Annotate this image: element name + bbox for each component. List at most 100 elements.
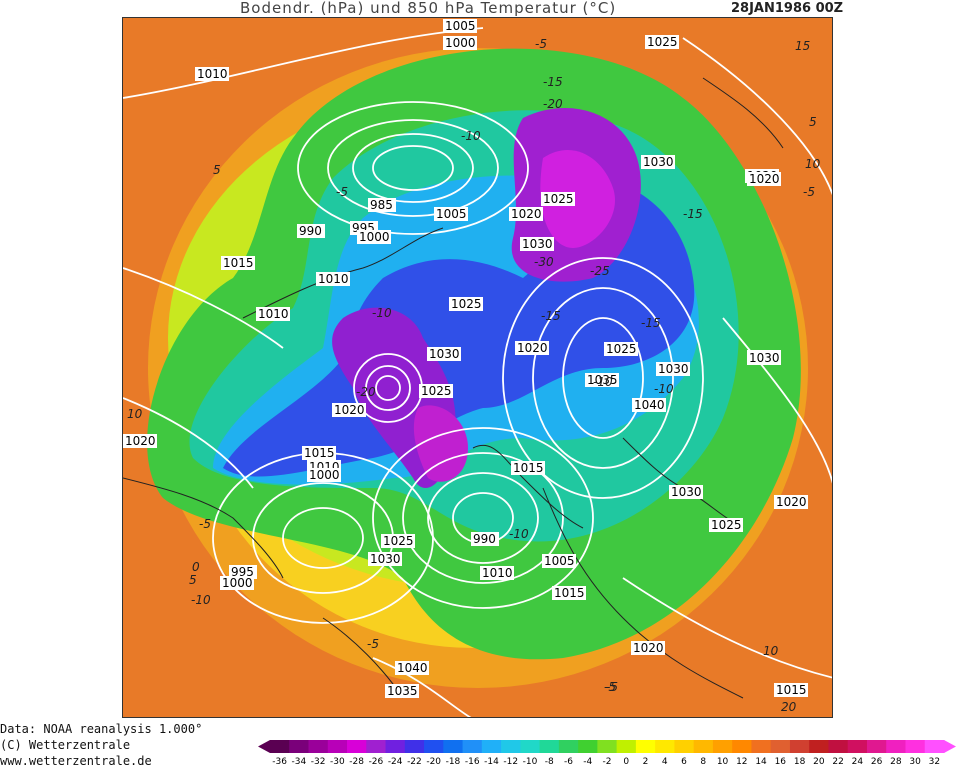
map-canvas: 1005 1000 1025 1010 1030 1020 985 1005 1… bbox=[123, 18, 832, 717]
legend-tick-label: -26 bbox=[369, 757, 384, 767]
legend-swatch bbox=[693, 740, 714, 753]
legend-swatch bbox=[847, 740, 868, 753]
temp-label: -5 bbox=[606, 680, 618, 694]
temp-label: -15 bbox=[541, 309, 561, 323]
legend-tick-label: 22 bbox=[832, 757, 843, 767]
legend-swatch bbox=[308, 740, 329, 753]
legend-tick-label: -28 bbox=[349, 757, 364, 767]
pressure-label: 1010 bbox=[197, 67, 228, 81]
temp-label: -15 bbox=[543, 75, 563, 89]
pressure-label: 1025 bbox=[543, 192, 574, 206]
map-title: Bodendr. (hPa) und 850 hPa Temperatur (°… bbox=[240, 0, 617, 17]
legend-tick-label: -22 bbox=[407, 757, 422, 767]
pressure-label: 1030 bbox=[643, 155, 674, 169]
legend-tick-label: 30 bbox=[909, 757, 921, 767]
legend-canvas: -36 -34 -32 -30 -28 -26 -24 -22 -20 -18 -16 -14 -12-… bbox=[258, 740, 956, 767]
temp-label: -25 bbox=[590, 264, 610, 278]
temp-label: 20 bbox=[781, 700, 797, 714]
temp-label: 15 bbox=[795, 39, 810, 53]
legend-swatch bbox=[327, 740, 348, 753]
pressure-label: 1020 bbox=[776, 495, 807, 509]
pressure-label: 1020 bbox=[517, 341, 548, 355]
temp-label: 5 bbox=[213, 163, 221, 177]
legend-tick-label: 28 bbox=[890, 757, 902, 767]
temp-label: -20 bbox=[543, 97, 563, 111]
temp-label: -10 bbox=[372, 306, 392, 320]
legend-swatch bbox=[866, 740, 887, 753]
website-link[interactable]: www.wetterzentrale.de bbox=[0, 754, 152, 768]
legend-swatch bbox=[597, 740, 618, 753]
legend-swatch bbox=[270, 740, 290, 753]
pressure-label: 1025 bbox=[421, 384, 452, 398]
legend-tick-label: -6 bbox=[564, 757, 573, 767]
legend-tick-label: -24 bbox=[388, 757, 403, 767]
temp-label: 0 bbox=[192, 560, 200, 574]
legend-tick-label: -30 bbox=[330, 757, 345, 767]
legend-tick-label: 18 bbox=[794, 757, 806, 767]
legend-swatch bbox=[616, 740, 637, 753]
legend-swatch bbox=[289, 740, 310, 753]
legend-swatch bbox=[828, 740, 849, 753]
pressure-label: 1030 bbox=[749, 351, 780, 365]
pressure-label: 1010 bbox=[318, 272, 349, 286]
legend-swatch bbox=[809, 740, 829, 753]
temp-label: -5 bbox=[367, 637, 379, 651]
legend-swatch bbox=[404, 740, 425, 753]
temp-label: -5 bbox=[336, 185, 348, 199]
legend-swatch bbox=[501, 740, 521, 753]
temp-label: 5 bbox=[189, 573, 197, 587]
temp-label: -10 bbox=[593, 375, 613, 389]
pressure-label: 1040 bbox=[397, 661, 428, 675]
pressure-label: 1025 bbox=[647, 35, 678, 49]
legend-tick-label: -14 bbox=[484, 757, 499, 767]
pressure-label: 1020 bbox=[511, 207, 542, 221]
pressure-label: 1020 bbox=[334, 403, 365, 417]
pressure-labels: 1005 1000 1025 1010 1030 1020 985 1005 1… bbox=[123, 19, 808, 698]
legend-swatch bbox=[712, 740, 733, 753]
credits: Data: NOAA reanalysis 1.000° (C) Wetterz… bbox=[0, 721, 202, 769]
legend-swatch bbox=[520, 740, 541, 753]
legend-swatch bbox=[385, 740, 406, 753]
color-legend: -36 -34 -32 -30 -28 -26 -24 -22 -20 -18 -16 -14 -12-… bbox=[258, 738, 956, 768]
legend-tick-label: -20 bbox=[426, 757, 441, 767]
magenta-pool-north bbox=[540, 149, 615, 248]
pressure-label: 1030 bbox=[671, 485, 702, 499]
pressure-label: 1000 bbox=[445, 36, 476, 50]
legend-swatch bbox=[770, 740, 791, 753]
legend-tick-label: -34 bbox=[292, 757, 307, 767]
legend-tick-label: 2 bbox=[643, 757, 649, 767]
legend-arrow-right bbox=[944, 740, 956, 753]
legend-swatch bbox=[481, 740, 502, 753]
temp-label: 10 bbox=[127, 407, 143, 421]
temp-label: -10 bbox=[654, 382, 674, 396]
legend-tick-label: 32 bbox=[929, 757, 940, 767]
legend-tick-label: 26 bbox=[871, 757, 883, 767]
weather-map: 1005 1000 1025 1010 1030 1020 985 1005 1… bbox=[122, 17, 833, 718]
temperature-labels: -5 15 -15 -10 -20 -25 -30 -15 -10 5 -5 1… bbox=[127, 37, 821, 714]
map-date: 28JAN1986 00Z bbox=[731, 1, 844, 16]
pressure-label: 1015 bbox=[776, 683, 807, 697]
legend-tick-label: -32 bbox=[311, 757, 326, 767]
temp-label: -5 bbox=[535, 37, 547, 51]
legend-tick-label: 8 bbox=[700, 757, 706, 767]
temp-label: 10 bbox=[763, 644, 779, 658]
magenta-pool-central bbox=[413, 405, 468, 482]
temp-label: -10 bbox=[509, 527, 529, 541]
legend-swatch bbox=[635, 740, 656, 753]
pressure-label: 1040 bbox=[634, 398, 665, 412]
legend-swatch bbox=[886, 740, 906, 753]
temp-label: 5 bbox=[809, 115, 817, 129]
pressure-label: 985 bbox=[370, 198, 393, 212]
legend-swatch bbox=[732, 740, 752, 753]
pressure-label: 990 bbox=[473, 532, 496, 546]
temp-label: -30 bbox=[534, 255, 554, 269]
temp-label: -5 bbox=[199, 517, 211, 531]
pressure-label: 1000 bbox=[222, 576, 253, 590]
copyright-text: (C) Wetterzentrale bbox=[0, 738, 131, 752]
pressure-label: 995 bbox=[231, 565, 254, 579]
temp-label: -15 bbox=[683, 207, 703, 221]
legend-tick-label: -10 bbox=[523, 757, 538, 767]
legend-swatch bbox=[655, 740, 675, 753]
legend-swatch bbox=[347, 740, 367, 753]
pressure-label: 1015 bbox=[513, 461, 544, 475]
